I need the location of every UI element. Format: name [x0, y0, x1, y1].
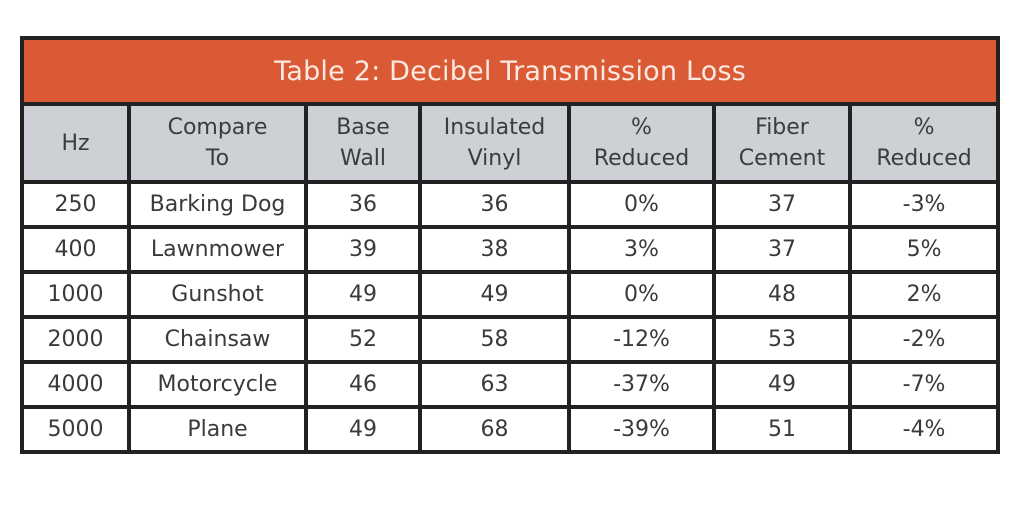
column-header-line2: Reduced: [593, 146, 690, 171]
table-cell: -12%: [567, 315, 716, 364]
table-cell: 1000: [20, 270, 131, 319]
table-cell: 5000: [20, 405, 131, 454]
table-cell: 49: [304, 270, 422, 319]
table-row: 4000 Motorcycle 46 63 -37% 49 -7%: [20, 360, 1001, 409]
column-header: Compare To: [127, 102, 308, 184]
column-header: % Reduced: [567, 102, 716, 184]
table-cell: 46: [304, 360, 422, 409]
table-cell: 2%: [847, 270, 1001, 319]
table-cell: Lawnmower: [127, 225, 308, 274]
table-cell: 63: [418, 360, 571, 409]
column-header-line1: %: [913, 115, 935, 140]
table-cell: 49: [712, 360, 852, 409]
table-cell: 58: [418, 315, 571, 364]
header-row: Hz Compare To Base Wall Insulated Vinyl% Reduce…: [20, 102, 1001, 184]
column-header-line2: Cement: [738, 146, 826, 171]
table-cell: 36: [418, 180, 571, 229]
table-title: Table 2: Decibel Transmission Loss: [19, 36, 1001, 106]
table-cell: Chainsaw: [127, 315, 308, 364]
table-cell: 400: [20, 225, 131, 274]
column-header: Base Wall: [304, 102, 422, 184]
column-header: Hz: [20, 102, 131, 184]
column-header-line2: Reduced: [876, 146, 972, 171]
table-cell: 37: [712, 225, 852, 274]
table-row: 250 Barking Dog 36 36 0% 37 -3%: [20, 180, 1001, 229]
decibel-transmission-loss-table: Table 2: Decibel Transmission Loss Hz Com…: [19, 36, 1001, 454]
table-cell: -39%: [567, 405, 716, 454]
table-cell: 39: [304, 225, 422, 274]
table-body: 250 Barking Dog 36 36 0% 37 -3% 400 Lawnmower 39 3…: [20, 180, 1001, 454]
table-cell: Gunshot: [127, 270, 308, 319]
table-cell: -37%: [567, 360, 716, 409]
table-cell: Motorcycle: [127, 360, 308, 409]
column-header-line2: Wall: [339, 146, 387, 171]
table-cell: 5%: [847, 225, 1001, 274]
table-cell: 68: [418, 405, 571, 454]
table-cell: 36: [304, 180, 422, 229]
column-header-line2: Vinyl: [467, 146, 522, 171]
column-header-line2: To: [205, 146, 230, 171]
table-cell: 4000: [20, 360, 131, 409]
column-header-line1: Hz: [61, 130, 90, 156]
table-cell: -4%: [847, 405, 1001, 454]
table-cell: 38: [418, 225, 571, 274]
table-cell: 0%: [567, 270, 716, 319]
table-cell: 51: [712, 405, 852, 454]
table-cell: 53: [712, 315, 852, 364]
column-header-line1: Fiber: [755, 115, 809, 140]
table-cell: 0%: [567, 180, 716, 229]
table-cell: 250: [20, 180, 131, 229]
table-cell: 37: [712, 180, 852, 229]
column-header: Insulated Vinyl: [418, 102, 571, 184]
table-cell: 3%: [567, 225, 716, 274]
table-cell: -3%: [847, 180, 1001, 229]
column-header: Fiber Cement: [712, 102, 852, 184]
table-cell: 49: [304, 405, 422, 454]
decibel-table-container: Table 2: Decibel Transmission Loss Hz Com…: [19, 36, 1001, 454]
table-cell: -7%: [847, 360, 1001, 409]
column-header-line1: Insulated: [443, 115, 546, 140]
column-header-line1: %: [631, 115, 652, 140]
table-row: 1000 Gunshot 49 49 0% 48 2%: [20, 270, 1001, 319]
table-cell: 49: [418, 270, 571, 319]
table-cell: 2000: [20, 315, 131, 364]
title-row: Table 2: Decibel Transmission Loss: [19, 36, 1001, 106]
table-row: 2000 Chainsaw 52 58 -12% 53 -2%: [20, 315, 1001, 364]
column-header-line1: Compare: [167, 115, 268, 140]
column-header-line1: Base: [336, 115, 390, 140]
table-cell: -2%: [847, 315, 1001, 364]
table-cell: 48: [712, 270, 852, 319]
table-row: 5000 Plane 49 68 -39% 51 -4%: [20, 405, 1001, 454]
table-row: 400 Lawnmower 39 38 3% 37 5%: [20, 225, 1001, 274]
table-cell: 52: [304, 315, 422, 364]
table-cell: Plane: [127, 405, 308, 454]
column-header: % Reduced: [847, 102, 1001, 184]
table-cell: Barking Dog: [127, 180, 308, 229]
